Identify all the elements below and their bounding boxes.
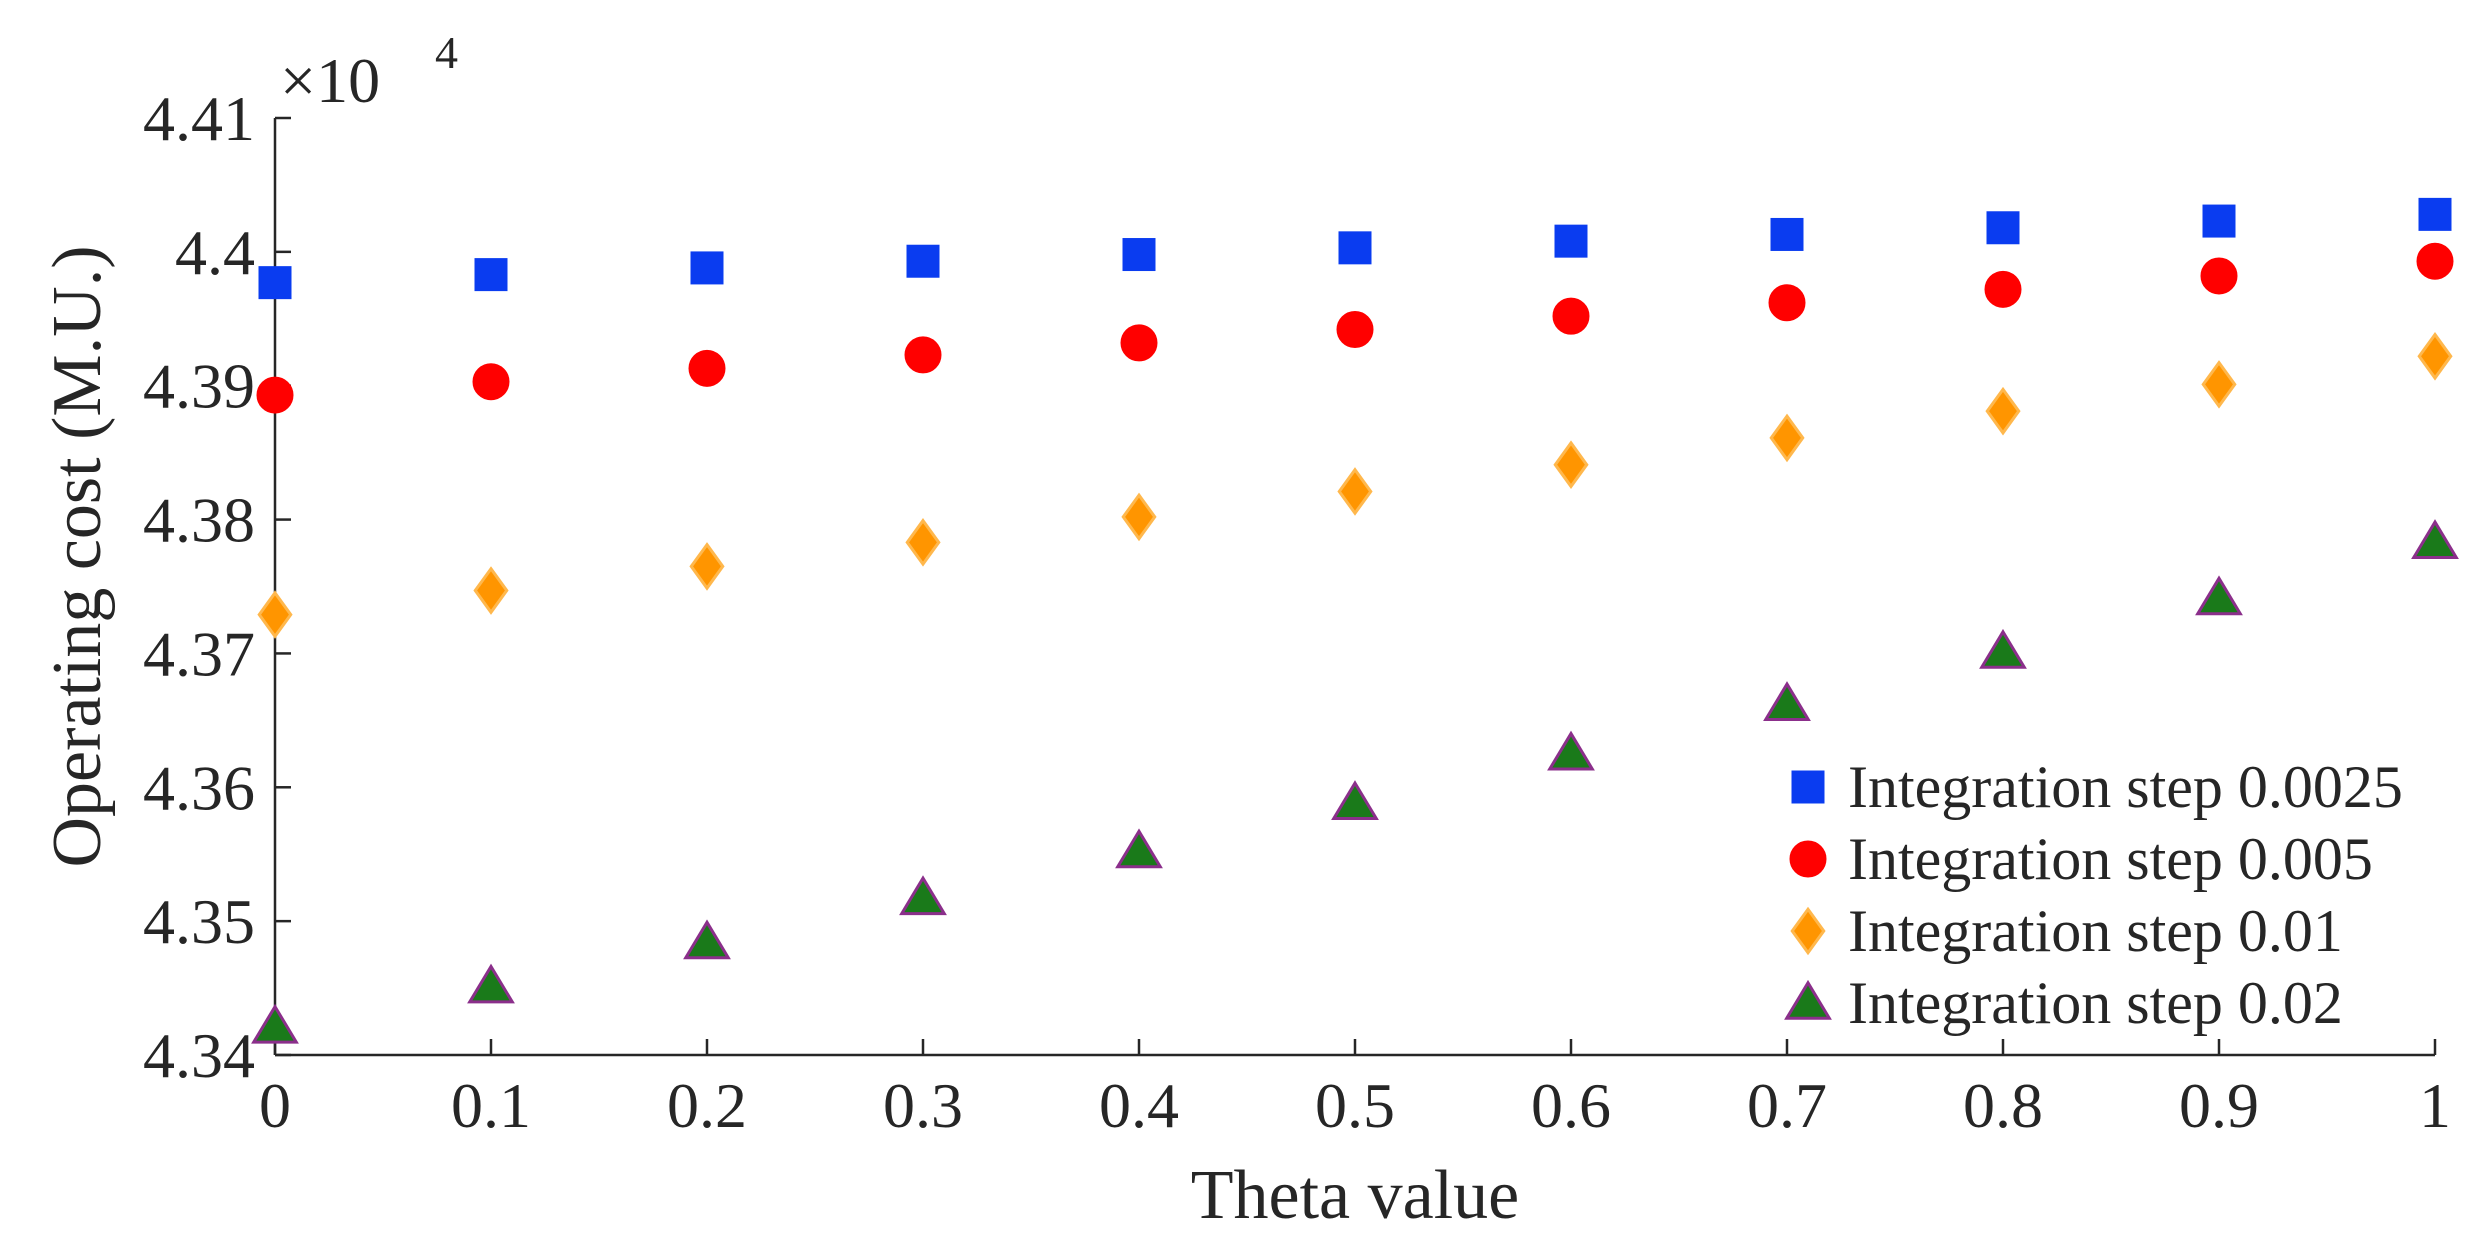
y-axis-title: Operating cost (M.U.) [39,245,116,867]
legend-marker [1789,840,1827,878]
x-axis-title: Theta value [1191,1157,1519,1234]
data-point [1115,828,1163,869]
y-tick-label: 4.4 [175,217,255,288]
data-point [1553,440,1589,489]
y-tick-label: 4.36 [143,752,255,823]
data-point [688,349,726,387]
legend-label: Integration step 0.02 [1848,970,2343,1036]
data-point [905,518,941,567]
y-axis-ticks: 4.34 4.35 4.36 4.37 4.38 4.39 4.4 4.41 [143,83,291,1091]
data-point [2201,360,2237,409]
data-point [1979,628,2027,669]
data-point [474,258,508,292]
x-tick-label: 0.3 [883,1070,963,1141]
x-axis-ticks: 0 0.1 0.2 0.3 0.4 0.5 0.6 0.7 0.8 0.9 1 [259,1039,2451,1141]
data-point [1547,730,1595,771]
data-point [1763,681,1811,721]
y-tick-label: 4.38 [143,485,255,556]
x-tick-label: 0.4 [1099,1070,1179,1141]
y-multiplier-exponent: 4 [435,27,458,78]
data-point [1331,780,1379,821]
data-point [1986,211,2020,245]
y-tick-label: 4.41 [143,83,255,154]
x-tick-label: 0.6 [1531,1070,1611,1141]
y-multiplier-base: ×10 [280,45,380,116]
data-point [472,363,510,401]
data-point [1770,217,1804,251]
data-point [2417,331,2453,381]
data-point [2416,242,2454,280]
y-tick-label: 4.35 [143,886,255,957]
x-tick-label: 0.5 [1315,1070,1395,1141]
y-axis-multiplier: ×10 4 [280,27,458,116]
x-tick-label: 0.8 [1963,1070,2043,1141]
data-point [2202,204,2236,238]
x-tick-label: 0.2 [667,1070,747,1141]
data-point [256,376,294,414]
x-tick-label: 0 [259,1070,291,1141]
data-point [1552,297,1590,335]
data-point [1122,238,1156,272]
data-point [2418,197,2452,231]
data-point [904,336,942,374]
x-tick-label: 1 [2419,1070,2451,1141]
y-tick-label: 4.37 [143,618,255,689]
data-point [899,875,947,916]
data-point [251,1003,299,1044]
data-point [473,566,509,615]
legend-marker [1791,770,1825,804]
legend-label: Integration step 0.005 [1848,826,2373,892]
series-diamond [257,331,2453,639]
data-point [1338,231,1372,265]
x-tick-label: 0.7 [1747,1070,1827,1141]
legend-label: Integration step 0.01 [1848,898,2343,964]
data-point [2200,257,2238,295]
data-point [906,244,940,278]
legend-label: Integration step 0.0025 [1848,754,2403,820]
data-point [683,919,731,960]
y-tick-label: 4.34 [143,1020,255,1091]
data-point [1769,413,1805,463]
x-tick-label: 0.9 [2179,1070,2259,1141]
data-point [1121,492,1157,542]
data-point [1554,224,1588,258]
series-square [258,197,2452,300]
data-point [2411,519,2459,560]
data-point [467,963,515,1004]
x-tick-label: 0.1 [451,1070,531,1141]
data-point [689,542,725,591]
legend-marker [1784,979,1832,1020]
y-tick-label: 4.39 [143,351,255,422]
data-point [257,590,293,639]
data-point [1985,386,2021,436]
data-point [1120,324,1158,362]
series-circle [256,242,2454,414]
legend-marker [1790,906,1826,956]
data-point [1768,284,1806,322]
data-point [1984,270,2022,308]
data-point [1336,310,1374,348]
data-point [2195,575,2243,616]
data-point [1337,467,1373,516]
data-point [258,266,292,300]
series-triangle [251,519,2459,1044]
data-points [251,197,2459,1044]
data-point [690,251,724,285]
